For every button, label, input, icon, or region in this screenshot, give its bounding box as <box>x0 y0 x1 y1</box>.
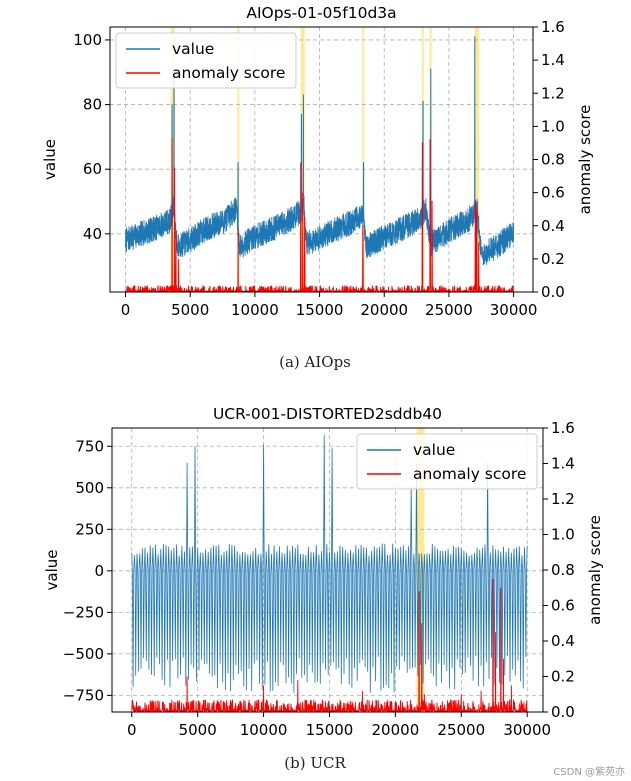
y2-tick-label: 1.4 <box>551 455 575 473</box>
x-tick-label: 25000 <box>437 721 485 739</box>
y-tick-label: 500 <box>75 479 104 497</box>
y2-tick-label: 1.2 <box>541 84 565 102</box>
subfigure-caption: (b) UCR <box>284 754 346 772</box>
legend: value anomaly score <box>115 32 297 89</box>
y2-axis-label: anomaly score <box>586 515 604 625</box>
x-tick-label: 15000 <box>296 301 344 319</box>
x-tick-label: 20000 <box>372 721 420 739</box>
x-tick-label: 30000 <box>503 721 551 739</box>
y-axis-label: value <box>43 550 61 591</box>
x-tick-label: 15000 <box>306 721 354 739</box>
y2-tick-label: 0.2 <box>551 668 575 686</box>
anomaly-highlight-band <box>237 27 240 292</box>
y-tick-label: 60 <box>83 160 102 178</box>
y-tick-label: 40 <box>83 225 102 243</box>
value-series-line <box>131 434 528 693</box>
legend-entry-label: value <box>413 441 455 459</box>
y2-tick-label: 1.0 <box>541 117 565 135</box>
anomaly-highlight-band <box>474 27 480 292</box>
chart-title: UCR-001-DISTORTED2sddb40 <box>213 405 442 423</box>
y-tick-label: −250 <box>63 603 104 621</box>
chart-title: AIOps-01-05f10d3a <box>246 4 396 22</box>
y2-tick-label: 0.6 <box>551 597 575 615</box>
y2-tick-label: 0.0 <box>541 283 565 301</box>
x-tick-label: 10000 <box>231 301 279 319</box>
panel-ucr: 0 5000 10000 15000 20000 25000 30000−750−500−2… <box>43 405 604 772</box>
value-series-line <box>125 36 514 266</box>
y-tick-label: 0 <box>94 562 104 580</box>
subfigure-caption: (a) AIOps <box>279 353 351 371</box>
y2-tick-label: 0.2 <box>541 250 565 268</box>
watermark: CSDN @紫苑亦 <box>553 765 625 778</box>
x-tick-label: 10000 <box>240 721 288 739</box>
y-tick-label: −750 <box>63 686 104 704</box>
y2-tick-label: 0.8 <box>551 561 575 579</box>
anomaly-score-series-line <box>131 578 528 712</box>
y2-tick-label: 1.6 <box>541 18 565 36</box>
y2-tick-label: 1.4 <box>541 51 565 69</box>
anomaly-highlight-band <box>362 27 365 292</box>
anomaly-highlight-band <box>300 27 305 292</box>
x-tick-label: 20000 <box>360 301 408 319</box>
legend-entry-label: anomaly score <box>413 465 526 483</box>
y-tick-label: −500 <box>63 645 104 663</box>
y2-tick-label: 1.6 <box>551 419 575 437</box>
y-tick-label: 80 <box>83 96 102 114</box>
y2-axis-label: anomaly score <box>576 105 594 215</box>
legend-box <box>356 433 538 490</box>
x-tick-label: 0 <box>121 301 131 319</box>
x-tick-label: 5000 <box>179 721 217 739</box>
panel-aiops: 0 5000 10000 15000 20000 25000 30000 40 60 80 100 0… <box>41 4 594 371</box>
y-tick-label: 100 <box>73 31 102 49</box>
x-tick-label: 30000 <box>490 301 538 319</box>
legend-entry-label: value <box>172 40 214 58</box>
x-tick-label: 5000 <box>171 301 209 319</box>
legend-box <box>115 32 297 89</box>
y2-tick-label: 1.2 <box>551 490 575 508</box>
y2-tick-label: 0.4 <box>551 632 575 650</box>
y2-tick-label: 0.6 <box>541 184 565 202</box>
x-tick-label: 25000 <box>425 301 473 319</box>
anomaly-highlight-band <box>170 27 175 292</box>
y-tick-label: 250 <box>75 520 104 538</box>
x-tick-label: 0 <box>127 721 137 739</box>
legend-entry-label: anomaly score <box>172 64 285 82</box>
y2-tick-label: 1.0 <box>551 526 575 544</box>
y2-tick-label: 0.0 <box>551 703 575 721</box>
y2-tick-label: 0.4 <box>541 217 565 235</box>
y2-tick-label: 0.8 <box>541 151 565 169</box>
y-tick-label: 750 <box>75 437 104 455</box>
legend: value anomaly score <box>356 433 538 490</box>
anomaly-highlight-band <box>416 428 425 712</box>
y-axis-label: value <box>41 139 59 180</box>
